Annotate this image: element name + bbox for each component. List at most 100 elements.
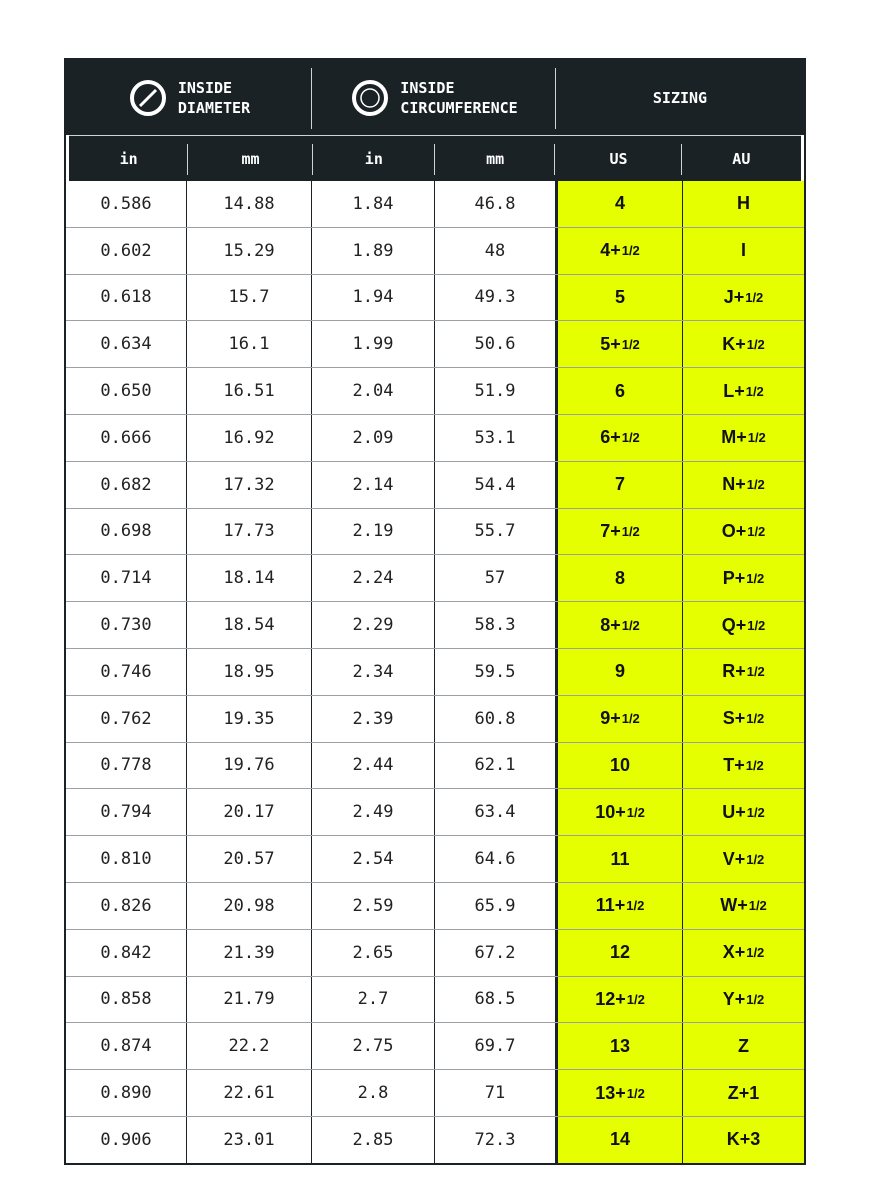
header-label: INSIDE	[177, 78, 233, 97]
cell-us-size: 9+ 1/2	[556, 695, 683, 742]
fraction: 1/2	[621, 243, 640, 259]
cell-diameter-mm: 14.88	[187, 181, 312, 227]
cell-us-size: 13+ 1/2	[556, 1070, 683, 1116]
col-header-us: US	[555, 136, 682, 181]
cell-diameter-mm: 16.92	[187, 414, 312, 461]
cell-au-size: H	[683, 181, 804, 227]
table-row: 0.682 17.32 2.14 54.4 7 N+ 1/2	[66, 460, 804, 508]
cell-diameter-in: 0.778	[66, 742, 187, 789]
cell-circumference-in: 2.8	[312, 1070, 435, 1116]
inside-diameter-header: INSIDE DIAMETER	[66, 60, 312, 135]
cell-au-size: T+ 1/2	[683, 742, 804, 789]
cell-us-size: 7+ 1/2	[556, 508, 683, 555]
cell-diameter-mm: 22.2	[187, 1023, 312, 1070]
cell-au-size: L+ 1/2	[683, 368, 804, 414]
fraction: 1/2	[626, 991, 645, 1007]
cell-au-size: Z+1	[683, 1070, 804, 1116]
cell-circumference-in: 2.09	[312, 414, 435, 461]
cell-circumference-mm: 58.3	[435, 602, 556, 648]
table-row: 0.714 18.14 2.24 57 8 P+ 1/2	[66, 554, 804, 602]
fraction: 1/2	[621, 336, 640, 352]
table-row: 0.826 20.98 2.59 65.9 11+ 1/2 W+ 1/2	[66, 881, 804, 929]
cell-diameter-in: 0.730	[66, 602, 187, 648]
sizing-header: SIZING	[556, 60, 804, 135]
cell-au-size: W+ 1/2	[683, 882, 804, 929]
col-header-circumference-mm: mm	[435, 136, 556, 181]
cell-circumference-in: 1.94	[312, 274, 435, 321]
table-group-header: INSIDE DIAMETER INSIDE CIRCUMFERENCE SIZIN…	[66, 60, 804, 135]
cell-us-size: 7	[556, 461, 683, 508]
col-header-diameter-mm: mm	[188, 136, 314, 181]
cell-diameter-in: 0.634	[66, 321, 187, 368]
cell-us-size: 5+ 1/2	[556, 321, 683, 368]
cell-diameter-in: 0.666	[66, 414, 187, 461]
column-header-row: in mm in mm US AU	[69, 135, 801, 181]
cell-circumference-in: 2.34	[312, 648, 435, 695]
cell-diameter-in: 0.762	[66, 695, 187, 742]
cell-diameter-mm: 20.57	[187, 836, 312, 882]
fraction: 1/2	[745, 757, 764, 773]
cell-us-size: 11	[556, 836, 683, 882]
cell-au-size: U+ 1/2	[683, 789, 804, 836]
header-label: INSIDE	[400, 78, 455, 97]
cell-circumference-mm: 69.7	[435, 1023, 556, 1070]
cell-diameter-mm: 15.29	[187, 227, 312, 274]
table-row: 0.794 20.17 2.49 63.4 10+ 1/2 U+ 1/2	[66, 788, 804, 836]
cell-us-size: 14	[556, 1116, 683, 1163]
cell-circumference-in: 1.99	[312, 321, 435, 368]
cell-diameter-mm: 17.73	[187, 508, 312, 555]
cell-circumference-in: 2.14	[312, 461, 435, 508]
circumference-icon	[352, 79, 389, 116]
cell-diameter-in: 0.682	[66, 461, 187, 508]
cell-circumference-in: 2.54	[312, 836, 435, 882]
cell-circumference-in: 2.75	[312, 1023, 435, 1070]
fraction: 1/2	[747, 617, 766, 633]
fraction: 1/2	[626, 804, 645, 820]
cell-au-size: P+ 1/2	[683, 555, 804, 602]
cell-diameter-mm: 19.35	[187, 695, 312, 742]
cell-diameter-in: 0.586	[66, 181, 187, 227]
fraction: 1/2	[746, 945, 765, 961]
cell-us-size: 8+ 1/2	[556, 602, 683, 648]
fraction: 1/2	[746, 664, 765, 680]
cell-circumference-in: 2.59	[312, 882, 435, 929]
cell-diameter-mm: 20.98	[187, 882, 312, 929]
fraction: 1/2	[746, 804, 765, 820]
cell-us-size: 11+ 1/2	[556, 882, 683, 929]
cell-diameter-in: 0.698	[66, 508, 187, 555]
cell-au-size: Z	[683, 1023, 804, 1070]
cell-us-size: 10	[556, 742, 683, 789]
cell-au-size: X+ 1/2	[683, 929, 804, 976]
cell-diameter-mm: 23.01	[187, 1116, 312, 1163]
table-row: 0.618 15.7 1.94 49.3 5 J+ 1/2	[66, 273, 804, 321]
col-header-au: AU	[732, 149, 751, 168]
cell-us-size: 12+ 1/2	[556, 976, 683, 1023]
cell-au-size: N+ 1/2	[683, 461, 804, 508]
table-row: 0.762 19.35 2.39 60.8 9+ 1/2 S+ 1/2	[66, 694, 804, 742]
cell-au-size: K+3	[683, 1116, 804, 1163]
cell-circumference-mm: 50.6	[435, 321, 556, 368]
table-row: 0.746 18.95 2.34 59.5 9 R+ 1/2	[66, 647, 804, 695]
cell-circumference-mm: 59.5	[435, 648, 556, 695]
cell-us-size: 5	[556, 274, 683, 321]
cell-diameter-in: 0.826	[66, 882, 187, 929]
cell-diameter-mm: 19.76	[187, 742, 312, 789]
table-row: 0.778 19.76 2.44 62.1 10 T+ 1/2	[66, 741, 804, 789]
fraction: 1/2	[626, 898, 645, 914]
cell-diameter-mm: 21.39	[187, 929, 312, 976]
cell-circumference-mm: 54.4	[435, 461, 556, 508]
cell-us-size: 8	[556, 555, 683, 602]
header-label: SIZING	[652, 88, 708, 107]
cell-circumference-in: 2.49	[312, 789, 435, 836]
cell-diameter-in: 0.618	[66, 274, 187, 321]
cell-diameter-in: 0.746	[66, 648, 187, 695]
cell-diameter-in: 0.810	[66, 836, 187, 882]
table-body: 0.586 14.88 1.84 46.8 4 H 0.602 15.29 1.89 48 4+ 1/…	[66, 181, 804, 1163]
cell-circumference-in: 2.39	[312, 695, 435, 742]
cell-us-size: 6+ 1/2	[556, 414, 683, 461]
cell-circumference-mm: 60.8	[435, 695, 556, 742]
fraction: 1/2	[745, 383, 764, 399]
cell-au-size: O+ 1/2	[683, 508, 804, 555]
ring-size-table: INSIDE DIAMETER INSIDE CIRCUMFERENCE SIZIN…	[64, 58, 806, 1165]
fraction: 1/2	[747, 430, 766, 446]
